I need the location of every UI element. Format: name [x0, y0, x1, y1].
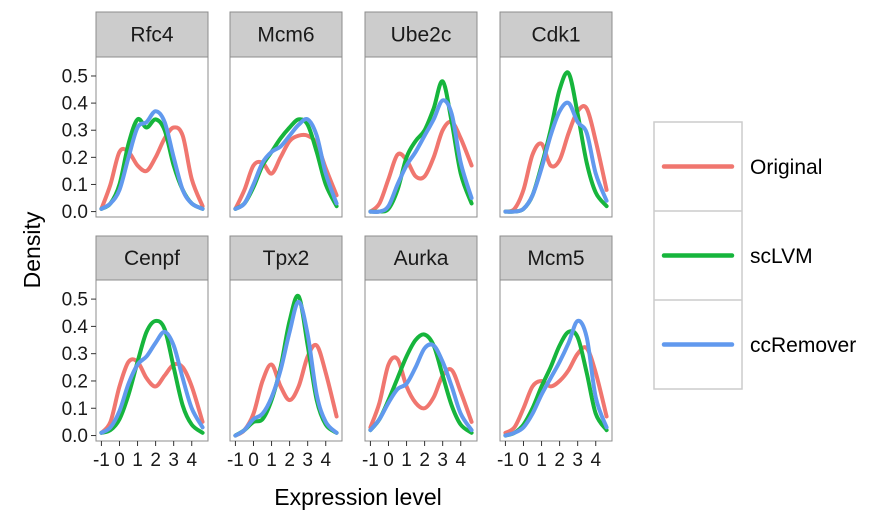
legend-label-ccremover: ccRemover	[750, 334, 856, 357]
facet-tpx2: Tpx2 -1 0 1 2 3 4	[227, 235, 343, 471]
y-tick-label: 0.1	[62, 399, 88, 420]
legend-label-original: Original	[750, 156, 822, 179]
series-line-ccremover	[233, 299, 339, 438]
x-tick-label: 1	[536, 450, 547, 471]
x-tick-label: 3	[168, 450, 179, 471]
series-line-ccremover	[233, 116, 339, 211]
y-tick-label: 0.2	[62, 148, 88, 169]
facet-panels: Rfc4 0.0 0.1 0.2 0.3 0.4 0.5 Mcm6 Ube2c Cdk1 Cenpf…	[62, 11, 613, 471]
series-line-original	[99, 125, 205, 211]
facet-mcm6: Mcm6	[229, 11, 343, 218]
y-tick-label: 0.4	[62, 94, 89, 115]
facet-cenpf: Cenpf 0.0 0.1 0.2 0.3 0.4 0.5 -1 0 1 2 3 4	[62, 235, 209, 471]
x-tick-label: 3	[572, 450, 583, 471]
series-line-original	[233, 342, 339, 438]
facet-strip	[364, 11, 478, 58]
x-tick-label: 1	[266, 450, 277, 471]
facet-strip-label: Rfc4	[130, 24, 174, 47]
x-tick-label: 2	[150, 450, 161, 471]
facet-ube2c: Ube2c	[364, 11, 478, 218]
series-line-ccremover	[368, 342, 474, 433]
series-line-original	[503, 104, 609, 214]
x-tick-label: -1	[362, 450, 379, 471]
y-tick-label: 0.3	[62, 344, 88, 365]
series-line-ccremover	[99, 329, 205, 435]
series-line-ccremover	[503, 318, 609, 438]
y-tick-label: 0.0	[62, 202, 88, 223]
facet-strip-label: Cenpf	[124, 247, 180, 270]
facet-plot-area	[95, 56, 209, 218]
x-tick-label: 3	[302, 450, 313, 471]
x-tick-label: 0	[248, 450, 259, 471]
facet-strip-label: Mcm5	[527, 247, 584, 270]
facet-strip	[364, 235, 478, 281]
x-tick-label: -1	[93, 450, 110, 471]
facet-strip	[229, 235, 343, 281]
facet-strip-label: Tpx2	[263, 247, 310, 270]
facet-strip-label: Ube2c	[391, 24, 452, 47]
facet-mcm5: Mcm5 -1 0 1 2 3 4	[497, 235, 613, 471]
facet-rfc4: Rfc4 0.0 0.1 0.2 0.3 0.4 0.5	[62, 11, 209, 223]
facet-cdk1: Cdk1	[499, 11, 613, 218]
facet-strip-label: Aurka	[394, 247, 449, 270]
y-tick-label: 0.5	[62, 66, 88, 87]
series-line-original	[99, 357, 205, 435]
y-tick-label: 0.0	[62, 426, 88, 447]
x-tick-label: 4	[590, 450, 601, 471]
series-line-ccremover	[368, 98, 474, 214]
facet-aurka: Aurka -1 0 1 2 3 4	[362, 235, 478, 471]
x-tick-label: -1	[227, 450, 244, 471]
facet-strip	[95, 235, 209, 281]
y-tick-label: 0.4	[62, 317, 89, 338]
y-tick-label: 0.2	[62, 371, 88, 392]
x-tick-label: 2	[284, 450, 295, 471]
x-tick-label: 2	[419, 450, 430, 471]
y-tick-label: 0.5	[62, 290, 88, 311]
facet-strip-label: Cdk1	[531, 24, 580, 47]
x-tick-label: 1	[132, 450, 143, 471]
legend: Original scLVM ccRemover	[653, 121, 856, 390]
facet-strip-label: Mcm6	[257, 24, 314, 47]
x-tick-label: 0	[114, 450, 125, 471]
y-axis-title: Density	[19, 211, 45, 288]
x-tick-label: 4	[186, 450, 197, 471]
x-tick-label: 2	[554, 450, 565, 471]
x-axis-title: Expression level	[274, 484, 441, 510]
facet-strip	[499, 235, 613, 281]
series-line-ccremover	[503, 100, 609, 214]
x-tick-label: 1	[401, 450, 412, 471]
series-line-original	[368, 355, 474, 430]
series-line-sclvm	[99, 318, 205, 435]
legend-label-sclvm: scLVM	[750, 245, 813, 268]
x-tick-label: 0	[383, 450, 394, 471]
x-tick-label: 3	[437, 450, 448, 471]
y-tick-label: 0.1	[62, 175, 88, 196]
facet-strip	[95, 11, 209, 58]
x-tick-label: 4	[320, 450, 331, 471]
series-line-ccremover	[99, 109, 205, 211]
x-tick-label: 0	[518, 450, 529, 471]
x-tick-label: 4	[455, 450, 466, 471]
x-tick-label: -1	[497, 450, 514, 471]
y-tick-label: 0.3	[62, 121, 88, 142]
